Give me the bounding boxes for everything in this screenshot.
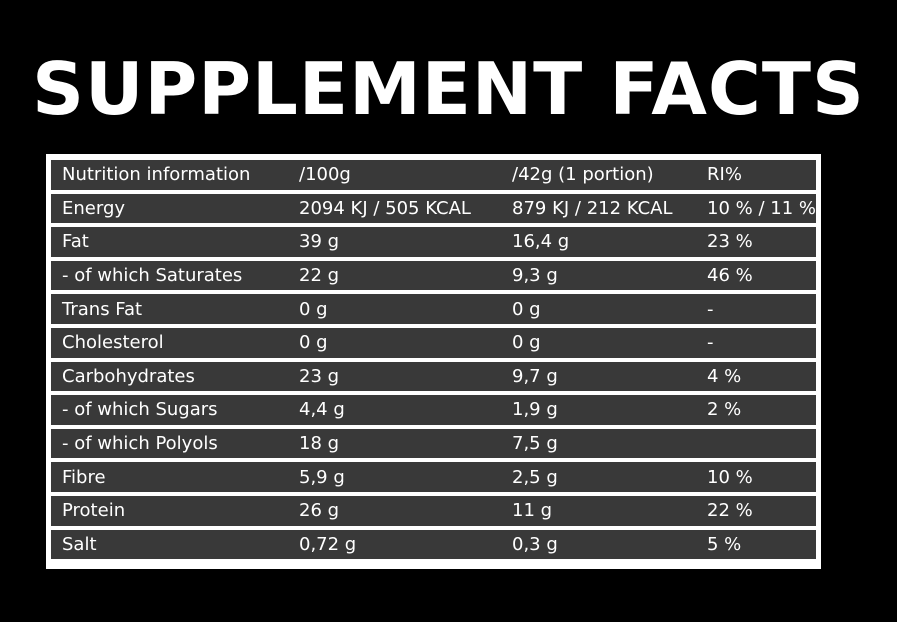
table-cell: 10 % [707, 466, 753, 488]
table-cell: 22 g [299, 265, 340, 287]
table-cell: 0 g [299, 332, 328, 354]
table-cell: 4 % [707, 365, 742, 387]
table-cell: Salt [62, 533, 97, 555]
table-cell: 18 g [299, 433, 340, 455]
table-cell: 10 % / 11 % [707, 197, 816, 219]
table-cell: 7,5 g [512, 433, 558, 455]
table-row: Carbohydrates 23 g 9,7 g 4 % [51, 361, 816, 392]
table-cell: 16,4 g [512, 231, 570, 253]
table-row: Fat 39 g 16,4 g 23 % [51, 227, 816, 257]
table-cell: 9,7 g [512, 365, 558, 387]
table-row: Trans Fat 0 g 0 g - [51, 294, 816, 324]
table-cell: 879 KJ / 212 KCAL [512, 197, 673, 219]
table-cell: - of which Saturates [62, 265, 243, 287]
table-cell: 46 % [707, 265, 753, 287]
table-cell: 0 g [512, 298, 541, 320]
table-cell: 5 % [707, 533, 742, 555]
table-header-cell: /42g (1 portion) [512, 164, 654, 186]
table-cell: 1,9 g [512, 399, 558, 421]
table-cell: 23 g [299, 365, 340, 387]
table-cell: Protein [62, 500, 126, 522]
table-row: Salt 0,72 g 0,3 g 5 % [51, 529, 816, 560]
table-cell: 0 g [512, 332, 541, 354]
table-cell: 0,72 g [299, 533, 357, 555]
table-row: Fibre 5,9 g 2,5 g 10 % [51, 462, 816, 492]
table-row: Energy 2094 KJ / 505 KCAL 879 KJ / 212 K… [51, 193, 816, 224]
table-cell: - [707, 332, 714, 354]
table-cell: 11 g [512, 500, 553, 522]
table-header-cell: /100g [299, 164, 351, 186]
table-row: - of which Polyols 18 g 7,5 g [51, 428, 816, 459]
table-row: - of which Saturates 22 g 9,3 g 46 % [51, 260, 816, 291]
table-cell: Fat [62, 231, 89, 253]
table-cell: 22 % [707, 500, 753, 522]
table-cell: 0 g [299, 298, 328, 320]
table-cell: 9,3 g [512, 265, 558, 287]
table-header-cell: RI% [707, 164, 742, 186]
table-cell: - of which Sugars [62, 399, 218, 421]
table-cell: 23 % [707, 231, 753, 253]
table-row: Cholesterol 0 g 0 g - [51, 327, 816, 358]
table-cell: Trans Fat [62, 298, 143, 320]
table-row: Protein 26 g 11 g 22 % [51, 495, 816, 526]
table-cell: Energy [62, 197, 126, 219]
table-cell: 2 % [707, 399, 742, 421]
table-header-row: Nutrition information /100g /42g (1 port… [51, 160, 816, 190]
table-cell: Fibre [62, 466, 106, 488]
table-cell: 2,5 g [512, 466, 558, 488]
page-title: SUPPLEMENT FACTS [32, 47, 865, 131]
table-cell: Carbohydrates [62, 365, 195, 387]
table-header-cell: Nutrition information [62, 164, 251, 186]
table-cell: 39 g [299, 231, 340, 253]
table-row: - of which Sugars 4,4 g 1,9 g 2 % [51, 395, 816, 425]
nutrition-table: Nutrition information /100g /42g (1 port… [46, 154, 821, 569]
table-cell: - [707, 298, 714, 320]
table-cell: 5,9 g [299, 466, 345, 488]
table-cell: 0,3 g [512, 533, 558, 555]
table-cell: 4,4 g [299, 399, 345, 421]
table-cell: Cholesterol [62, 332, 164, 354]
table-cell: - of which Polyols [62, 433, 218, 455]
table-cell: 26 g [299, 500, 340, 522]
table-cell: 2094 KJ / 505 KCAL [299, 197, 471, 219]
